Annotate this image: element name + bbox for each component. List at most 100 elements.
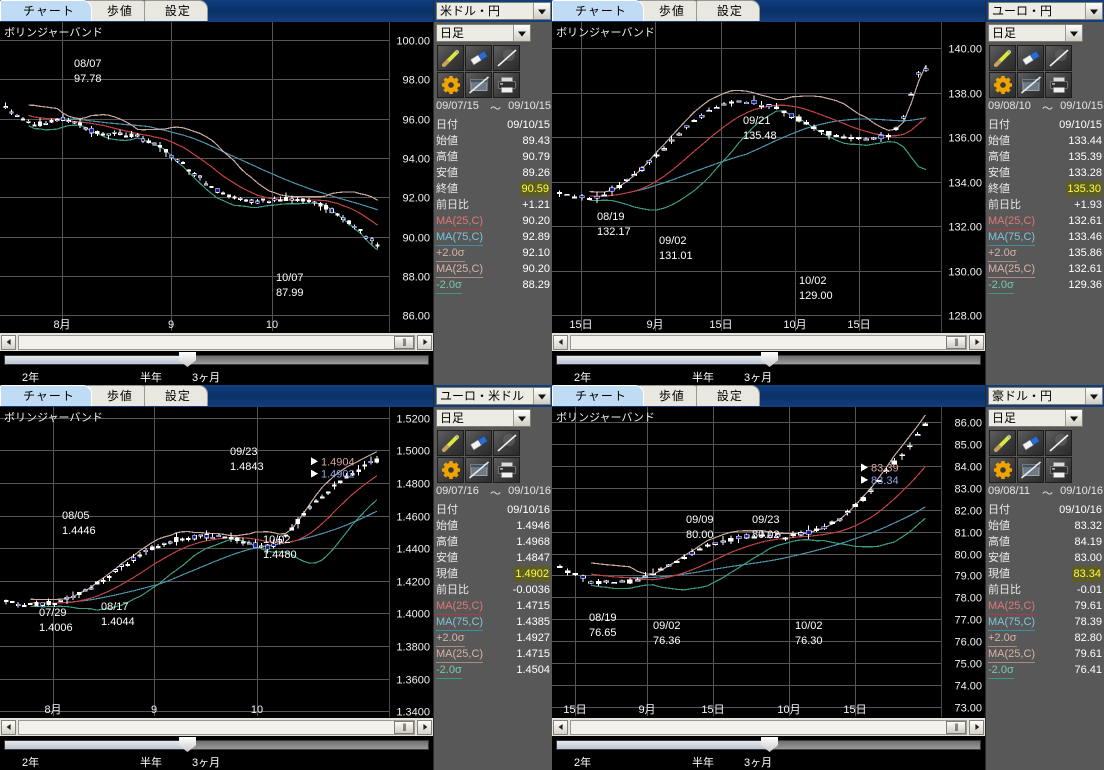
- zoom-range-slider[interactable]: [552, 737, 985, 753]
- hscroll-thumb[interactable]: [946, 720, 966, 734]
- range-knob[interactable]: [761, 352, 778, 367]
- eraser-icon[interactable]: [465, 430, 492, 456]
- symbol-select[interactable]: 豪ドル・円: [988, 387, 1103, 405]
- quote-key: 前日比: [988, 199, 1021, 211]
- chart-hscrollbar[interactable]: [0, 332, 433, 351]
- tab-ticks[interactable]: 歩値: [637, 0, 702, 21]
- chart-region: 86.00 85.00 84.00 83.00 82.00 81.00 80.00 79.00…: [552, 407, 985, 770]
- scroll-right-button[interactable]: [417, 334, 432, 350]
- scroll-left-button[interactable]: [1, 334, 16, 350]
- hscroll-track[interactable]: [18, 334, 415, 350]
- period-select[interactable]: 日足: [988, 409, 1083, 427]
- window-disabled-icon[interactable]: [465, 457, 492, 483]
- svg-text:9: 9: [168, 319, 174, 331]
- trendline-icon[interactable]: [1045, 45, 1072, 71]
- chevron-down-icon[interactable]: [1065, 25, 1082, 41]
- tab-ticks[interactable]: 歩値: [85, 0, 150, 21]
- scroll-right-button[interactable]: [969, 719, 984, 735]
- hscroll-thumb[interactable]: [946, 335, 966, 349]
- tab-settings[interactable]: 設定: [143, 385, 208, 406]
- symbol-select[interactable]: ユーロ・円: [988, 2, 1103, 20]
- quote-row: 前日比 -0.0036: [434, 582, 552, 598]
- price-chart[interactable]: 100.00 98.00 96.00 94.00 92.00 90.00 88.00 86.0…: [0, 22, 433, 332]
- chevron-down-icon[interactable]: [1085, 388, 1102, 404]
- chart-hscrollbar[interactable]: [552, 332, 985, 351]
- gear-icon[interactable]: [437, 72, 464, 98]
- svg-text:09/09: 09/09: [686, 514, 714, 526]
- price-chart[interactable]: 86.00 85.00 84.00 83.00 82.00 81.00 80.00 79.00…: [552, 407, 985, 717]
- hscroll-thumb[interactable]: [394, 335, 414, 349]
- hscroll-track[interactable]: [570, 719, 967, 735]
- window-disabled-icon[interactable]: [1017, 72, 1044, 98]
- price-chart[interactable]: 1.5200 1.5000 1.4800 1.4600 1.4400 1.4200 1.40…: [0, 407, 433, 717]
- tab-settings[interactable]: 設定: [143, 0, 208, 21]
- zoom-range-slider[interactable]: [0, 352, 433, 368]
- pencil-icon[interactable]: [437, 430, 464, 456]
- price-chart[interactable]: 140.00 138.00 136.00 134.00 132.00 130.00 128.…: [552, 22, 985, 332]
- range-labels: 2年 半年 3ヶ月: [0, 368, 433, 385]
- scroll-left-button[interactable]: [553, 334, 568, 350]
- scroll-right-button[interactable]: [417, 719, 432, 735]
- quote-value: -0.01: [1076, 584, 1102, 596]
- quote-row: 始値 1.4946: [434, 518, 552, 534]
- tab-settings[interactable]: 設定: [695, 0, 760, 21]
- range-track: [4, 740, 429, 750]
- tab-ticks[interactable]: 歩値: [637, 385, 702, 406]
- printer-icon[interactable]: [1045, 72, 1072, 98]
- chevron-down-icon[interactable]: [513, 410, 530, 426]
- chevron-down-icon[interactable]: [513, 25, 530, 41]
- scroll-left-button[interactable]: [1, 719, 16, 735]
- window-disabled-icon[interactable]: [465, 72, 492, 98]
- tab-ticks[interactable]: 歩値: [85, 385, 150, 406]
- scroll-right-button[interactable]: [969, 334, 984, 350]
- range-knob[interactable]: [179, 352, 196, 367]
- printer-icon[interactable]: [493, 457, 520, 483]
- hscroll-track[interactable]: [570, 334, 967, 350]
- scroll-left-button[interactable]: [553, 719, 568, 735]
- range-knob[interactable]: [761, 737, 778, 752]
- chart-hscrollbar[interactable]: [552, 717, 985, 736]
- gear-icon[interactable]: [437, 457, 464, 483]
- period-select[interactable]: 日足: [988, 24, 1083, 42]
- chevron-down-icon[interactable]: [1085, 3, 1102, 19]
- tab-chart[interactable]: チャート: [552, 385, 644, 406]
- eraser-icon[interactable]: [465, 45, 492, 71]
- tab-chart[interactable]: チャート: [552, 0, 644, 21]
- chevron-down-icon[interactable]: [533, 388, 550, 404]
- printer-icon[interactable]: [1045, 457, 1072, 483]
- svg-text:9月: 9月: [646, 319, 663, 331]
- period-label: 日足: [440, 411, 465, 425]
- chevron-down-icon[interactable]: [533, 3, 550, 19]
- gear-icon[interactable]: [989, 72, 1016, 98]
- trendline-icon[interactable]: [493, 45, 520, 71]
- svg-text:80.02: 80.02: [752, 529, 780, 541]
- tab-chart[interactable]: チャート: [0, 385, 92, 406]
- chart-hscrollbar[interactable]: [0, 717, 433, 736]
- symbol-select[interactable]: ユーロ・米ドル: [436, 387, 551, 405]
- quote-key: -2.0σ: [988, 277, 1014, 294]
- tab-label: チャート: [23, 389, 75, 403]
- printer-icon[interactable]: [493, 72, 520, 98]
- hscroll-thumb[interactable]: [394, 720, 414, 734]
- quote-row: -2.0σ 1.4504: [434, 662, 552, 679]
- trendline-icon[interactable]: [1045, 430, 1072, 456]
- tab-chart[interactable]: チャート: [0, 0, 92, 21]
- period-select[interactable]: 日足: [436, 24, 531, 42]
- pencil-icon[interactable]: [989, 45, 1016, 71]
- eraser-icon[interactable]: [1017, 430, 1044, 456]
- pencil-icon[interactable]: [437, 45, 464, 71]
- trendline-icon[interactable]: [493, 430, 520, 456]
- svg-text:76.36: 76.36: [653, 635, 681, 647]
- zoom-range-slider[interactable]: [0, 737, 433, 753]
- chevron-down-icon[interactable]: [1065, 410, 1082, 426]
- hscroll-track[interactable]: [18, 719, 415, 735]
- period-select[interactable]: 日足: [436, 409, 531, 427]
- range-knob[interactable]: [179, 737, 196, 752]
- gear-icon[interactable]: [989, 457, 1016, 483]
- window-disabled-icon[interactable]: [1017, 457, 1044, 483]
- eraser-icon[interactable]: [1017, 45, 1044, 71]
- symbol-select[interactable]: 米ドル・円: [436, 2, 551, 20]
- tab-settings[interactable]: 設定: [695, 385, 760, 406]
- pencil-icon[interactable]: [989, 430, 1016, 456]
- zoom-range-slider[interactable]: [552, 352, 985, 368]
